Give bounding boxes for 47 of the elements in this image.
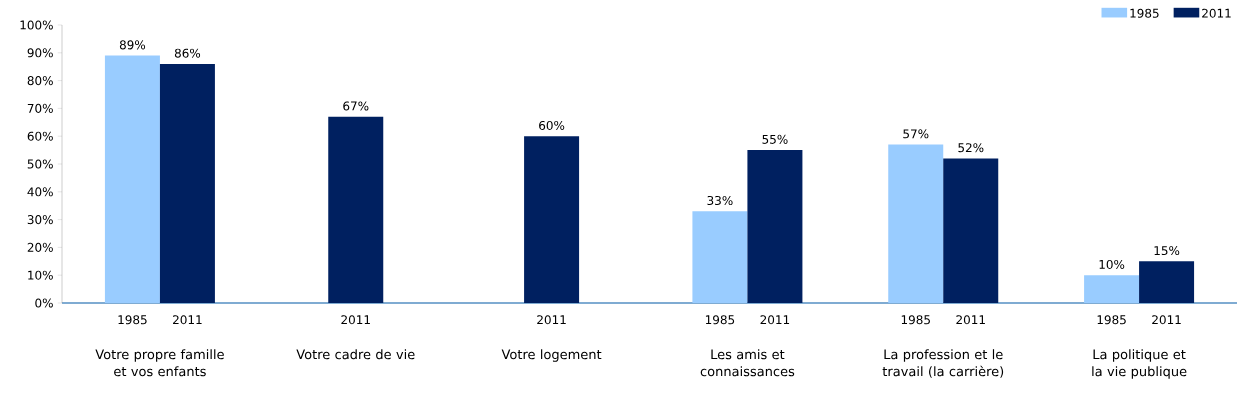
y-tick-label: 0% bbox=[35, 298, 53, 308]
y-tick-label: 50% bbox=[27, 159, 53, 169]
text: 2011 bbox=[760, 315, 790, 325]
data-label: 52% bbox=[958, 143, 984, 153]
text: 2011 bbox=[1152, 315, 1181, 325]
data-label: 60% bbox=[539, 120, 565, 130]
bar bbox=[104, 55, 160, 303]
y-tick-label: 70% bbox=[27, 103, 53, 113]
data-label: 67% bbox=[343, 101, 369, 111]
text: 2011 bbox=[537, 315, 566, 325]
bar bbox=[1139, 261, 1195, 303]
bar bbox=[888, 144, 944, 303]
text: 1985 bbox=[118, 315, 147, 325]
y-tick-label: 90% bbox=[27, 48, 53, 58]
x-tick-label: Votre logement bbox=[501, 349, 602, 362]
x-tick-label: Votre cadre de vie bbox=[296, 349, 415, 360]
y-tick-label: 30% bbox=[27, 215, 53, 225]
bar bbox=[692, 211, 748, 303]
text: 1985 bbox=[901, 315, 930, 325]
data-label: 55% bbox=[762, 134, 788, 144]
y-tick-label: 60% bbox=[27, 131, 53, 141]
y-tick-label: 40% bbox=[27, 187, 53, 197]
x-tick-label: Les amis et connaissances bbox=[700, 349, 795, 377]
data-label: 57% bbox=[903, 129, 929, 139]
data-label: 15% bbox=[1154, 246, 1180, 256]
text: 2011 bbox=[341, 315, 370, 325]
text: 2011 bbox=[173, 315, 202, 325]
data-label: 86% bbox=[174, 48, 201, 58]
text: 1985 bbox=[705, 315, 735, 325]
bar bbox=[159, 63, 215, 303]
text: 2011 bbox=[956, 315, 985, 325]
legend-label: 2011 bbox=[1202, 8, 1231, 18]
data-label: 10% bbox=[1099, 259, 1125, 270]
legend-label: 1985 bbox=[1130, 8, 1159, 18]
y-tick-label: 10% bbox=[28, 270, 53, 280]
bar bbox=[943, 158, 999, 303]
bar bbox=[1084, 275, 1140, 303]
x-tick-label: La profession et le travail (la carrière) bbox=[882, 349, 1004, 378]
y-tick-label: 100% bbox=[20, 20, 53, 30]
x-tick-label: Votre propre famille et vos enfants bbox=[95, 349, 224, 377]
text: 1985 bbox=[1097, 315, 1126, 325]
y-tick-label: 80% bbox=[27, 76, 53, 86]
x-tick-label: La politique et la vie publique bbox=[1092, 349, 1187, 379]
data-label: 89% bbox=[119, 40, 146, 50]
y-tick-label: 20% bbox=[27, 242, 53, 252]
data-label: 33% bbox=[707, 195, 733, 206]
bar bbox=[747, 150, 803, 303]
